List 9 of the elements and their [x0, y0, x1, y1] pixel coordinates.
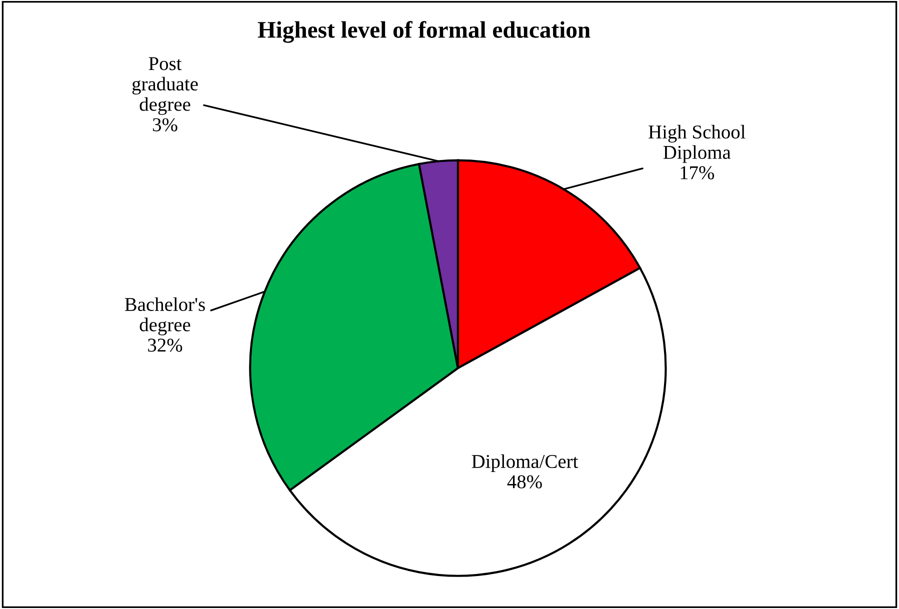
slice-label: Post graduate degree: [132, 57, 198, 115]
data-label: 3%: [152, 118, 178, 132]
slice-label: Diploma/Cert: [472, 454, 578, 472]
data-label: 32%: [148, 338, 182, 352]
data-label: 17%: [680, 166, 714, 180]
slice-label: Bachelor's degree: [124, 297, 205, 336]
chart-title: Highest level of formal education: [258, 20, 590, 43]
slice-label: High School Diploma: [648, 124, 746, 163]
data-label: 48%: [507, 475, 542, 488]
